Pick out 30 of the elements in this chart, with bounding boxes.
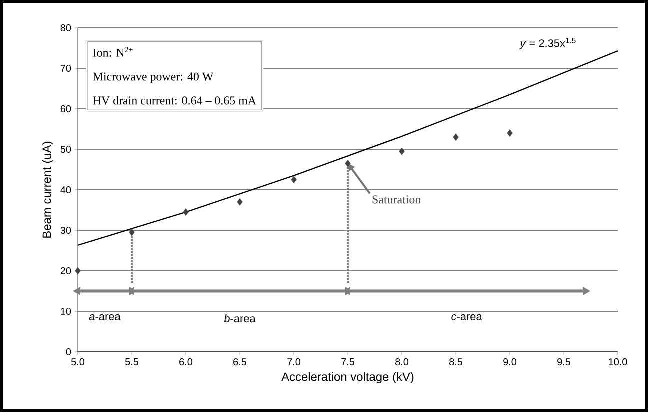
x-tick-label: 5.0 <box>71 358 85 366</box>
annotation: HV drain current: 0.64 – 0.65 mA <box>93 96 256 105</box>
x-tick-label: 7.5 <box>342 358 355 366</box>
annotation: c-area <box>452 314 482 321</box>
y-tick-label: 0 <box>66 348 72 356</box>
x-tick-label: 7.0 <box>288 358 301 366</box>
x-tick-label: 8.0 <box>396 358 409 366</box>
y-tick-label: 70 <box>60 64 72 72</box>
y-tick-label: 50 <box>60 146 72 154</box>
annotation: Ion: N$^{2+}$ <box>93 47 133 57</box>
y-tick-label: 10 <box>61 308 72 316</box>
x-tick-label: 10.0 <box>609 358 628 366</box>
x-tick-label: 5.5 <box>125 358 139 366</box>
x-tick-label: 6.0 <box>180 358 193 366</box>
x-tick-label: 9.5 <box>558 358 571 366</box>
x-axis-title: Acceleration voltage (kV) <box>282 372 414 384</box>
x-tick-label: 8.5 <box>450 358 463 366</box>
y-tick-label: 80 <box>60 24 72 32</box>
x-tick-label: 6.5 <box>234 358 247 366</box>
annotation: Saturation <box>372 196 421 204</box>
annotation: b-area <box>224 314 256 323</box>
x-tick-label: 9.0 <box>504 358 517 366</box>
y-tick-label: 30 <box>60 226 72 234</box>
annotation: y = 2.35x$^{1.5}$ <box>520 38 576 50</box>
y-axis-title: Beam current (uA) <box>42 142 54 238</box>
y-tick-label: 40 <box>60 186 72 194</box>
annotation: Microwave power: 40 W <box>93 72 214 84</box>
y-tick-label: 60 <box>60 105 72 113</box>
y-tick-label: 20 <box>60 267 72 275</box>
annotation: a-area <box>89 314 121 321</box>
